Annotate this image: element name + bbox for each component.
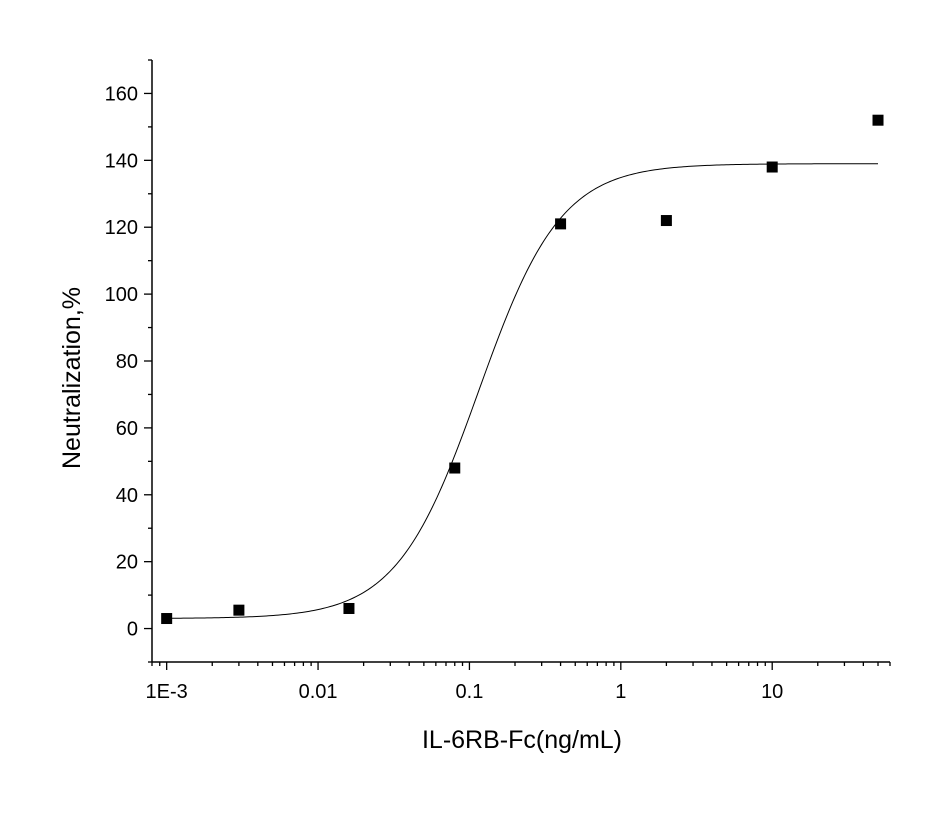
data-point xyxy=(449,462,461,474)
x-axis-title: IL-6RB-Fc(ng/mL) xyxy=(422,726,622,754)
x-tick-label: 0.01 xyxy=(299,681,338,703)
data-point xyxy=(555,218,567,230)
y-tick-label: 100 xyxy=(105,284,138,306)
x-tick-label: 0.1 xyxy=(456,681,484,703)
data-point xyxy=(161,613,173,625)
x-tick-label: 1E-3 xyxy=(146,681,188,703)
data-point xyxy=(343,602,355,614)
x-tick-label: 1 xyxy=(615,681,626,703)
x-tick-label: 10 xyxy=(761,681,783,703)
y-tick-label: 120 xyxy=(105,217,138,239)
data-point xyxy=(766,161,778,173)
data-point xyxy=(660,215,672,227)
y-tick-label: 160 xyxy=(105,83,138,105)
y-axis-title: Neutralization,% xyxy=(58,287,86,469)
y-tick-label: 40 xyxy=(116,485,138,507)
y-tick-label: 0 xyxy=(127,619,138,641)
plot-area: 0 20 40 60 80 100 120 140 160 1E-3 0.01 0.1 1 10 xyxy=(105,59,891,703)
data-point xyxy=(872,114,884,126)
y-tick-label: 80 xyxy=(116,351,138,373)
x-axis-ticks: 1E-3 0.01 0.1 1 10 xyxy=(146,662,891,703)
y-tick-label: 20 xyxy=(116,552,138,574)
data-points xyxy=(161,114,884,625)
fit-curve xyxy=(166,163,879,619)
y-tick-label: 140 xyxy=(105,150,138,172)
data-point xyxy=(233,604,245,616)
y-axis-ticks: 0 20 40 60 80 100 120 140 160 xyxy=(105,59,152,663)
y-tick-label: 60 xyxy=(116,418,138,440)
